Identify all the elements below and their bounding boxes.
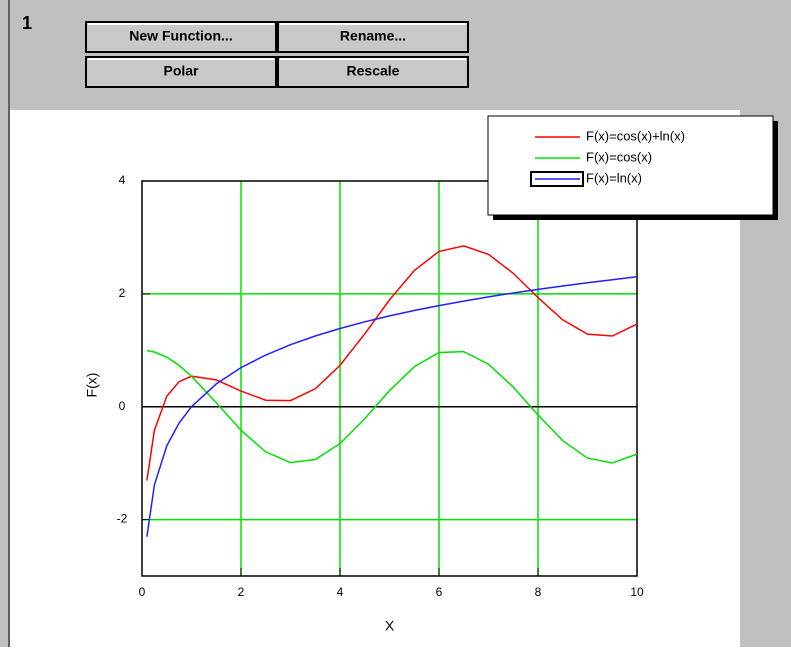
- series-line: [146, 245, 638, 481]
- button-label[interactable]: Rename...: [340, 28, 406, 44]
- y-tick-label: 2: [119, 286, 126, 300]
- x-tick-label: 8: [535, 585, 542, 599]
- y-tick-label: 0: [119, 399, 126, 413]
- button-label[interactable]: Polar: [163, 63, 199, 79]
- button[interactable]: [85, 21, 277, 53]
- button[interactable]: [277, 21, 469, 53]
- legend-label: F(x)=cos(x)+ln(x): [586, 128, 685, 143]
- legend: [487, 115, 774, 216]
- button[interactable]: [85, 56, 277, 88]
- series-line: [146, 349, 638, 464]
- legend-selection: [530, 171, 584, 187]
- x-tick-label: 10: [630, 585, 644, 599]
- button-label[interactable]: New Function...: [129, 28, 232, 44]
- button-label[interactable]: Rescale: [347, 63, 400, 79]
- x-tick-label: 6: [436, 585, 443, 599]
- window-number: 1: [22, 13, 32, 33]
- button[interactable]: [277, 56, 469, 88]
- x-axis-label: X: [385, 618, 395, 634]
- legend-label: F(x)=cos(x): [586, 149, 652, 164]
- x-tick-label: 0: [139, 585, 146, 599]
- plot-frame: [141, 180, 638, 577]
- x-tick-label: 2: [238, 585, 245, 599]
- y-tick-label: -2: [117, 512, 128, 526]
- y-axis-label: F(x): [84, 373, 100, 398]
- x-tick-label: 4: [337, 585, 344, 599]
- legend-label: F(x)=ln(x): [586, 170, 642, 185]
- series-line: [146, 276, 638, 537]
- y-tick-label: 4: [119, 173, 126, 187]
